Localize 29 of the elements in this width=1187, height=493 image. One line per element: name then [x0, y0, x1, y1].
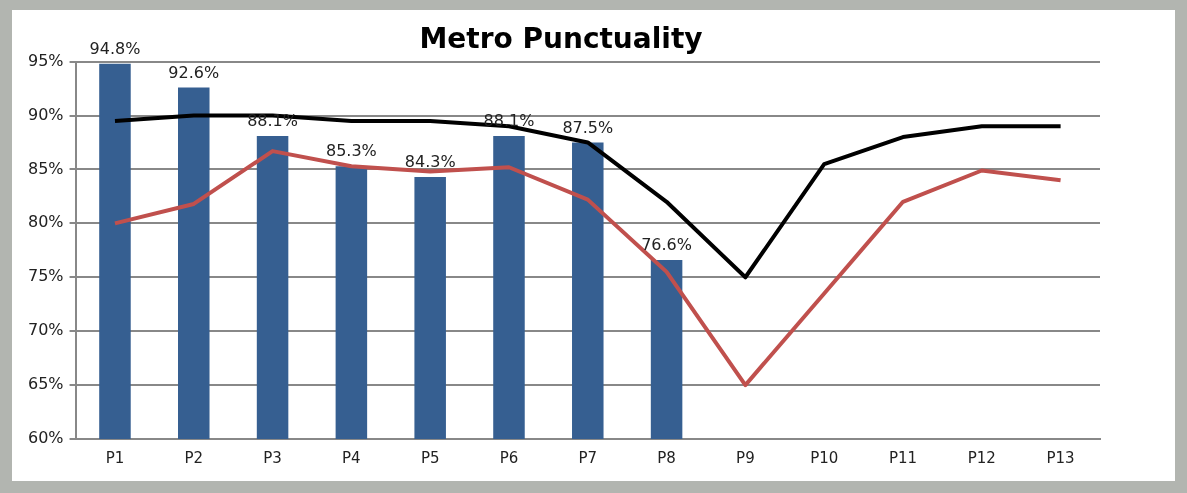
x-tick-label: P10: [810, 448, 839, 467]
x-tick-label: P3: [263, 448, 282, 467]
x-tick-label: P4: [342, 448, 361, 467]
x-tick-label: P11: [888, 448, 918, 467]
data-label: 84.3%: [404, 152, 456, 172]
y-tick-label: 85%: [28, 158, 64, 178]
x-tick-label: P6: [499, 448, 519, 467]
y-tick-label: 75%: [28, 266, 64, 286]
data-label: 94.8%: [89, 38, 141, 58]
data-label: 92.6%: [168, 62, 220, 82]
x-tick-label: P9: [736, 448, 755, 467]
y-tick-label: 95%: [28, 50, 64, 70]
x-tick-label: P1: [105, 448, 125, 467]
y-tick-label: 90%: [28, 104, 64, 124]
data-label: 88.1%: [483, 111, 535, 131]
x-tick-label: P5: [420, 448, 440, 467]
x-tick-label: P8: [657, 448, 676, 467]
chart-title: Metro Punctuality: [419, 22, 703, 56]
y-tick-label: 65%: [28, 374, 64, 394]
x-tick-label: P2: [184, 448, 204, 467]
x-tick-label: P7: [578, 448, 598, 467]
x-tick-label: P13: [1046, 448, 1075, 467]
data-label: 85.3%: [325, 141, 377, 161]
x-tick-label: P12: [967, 448, 996, 467]
y-tick-label: 60%: [28, 428, 64, 448]
data-label: 76.6%: [641, 235, 692, 255]
y-tick-label: 80%: [28, 212, 64, 232]
data-label: 87.5%: [562, 117, 614, 137]
y-tick-label: 70%: [28, 320, 64, 340]
